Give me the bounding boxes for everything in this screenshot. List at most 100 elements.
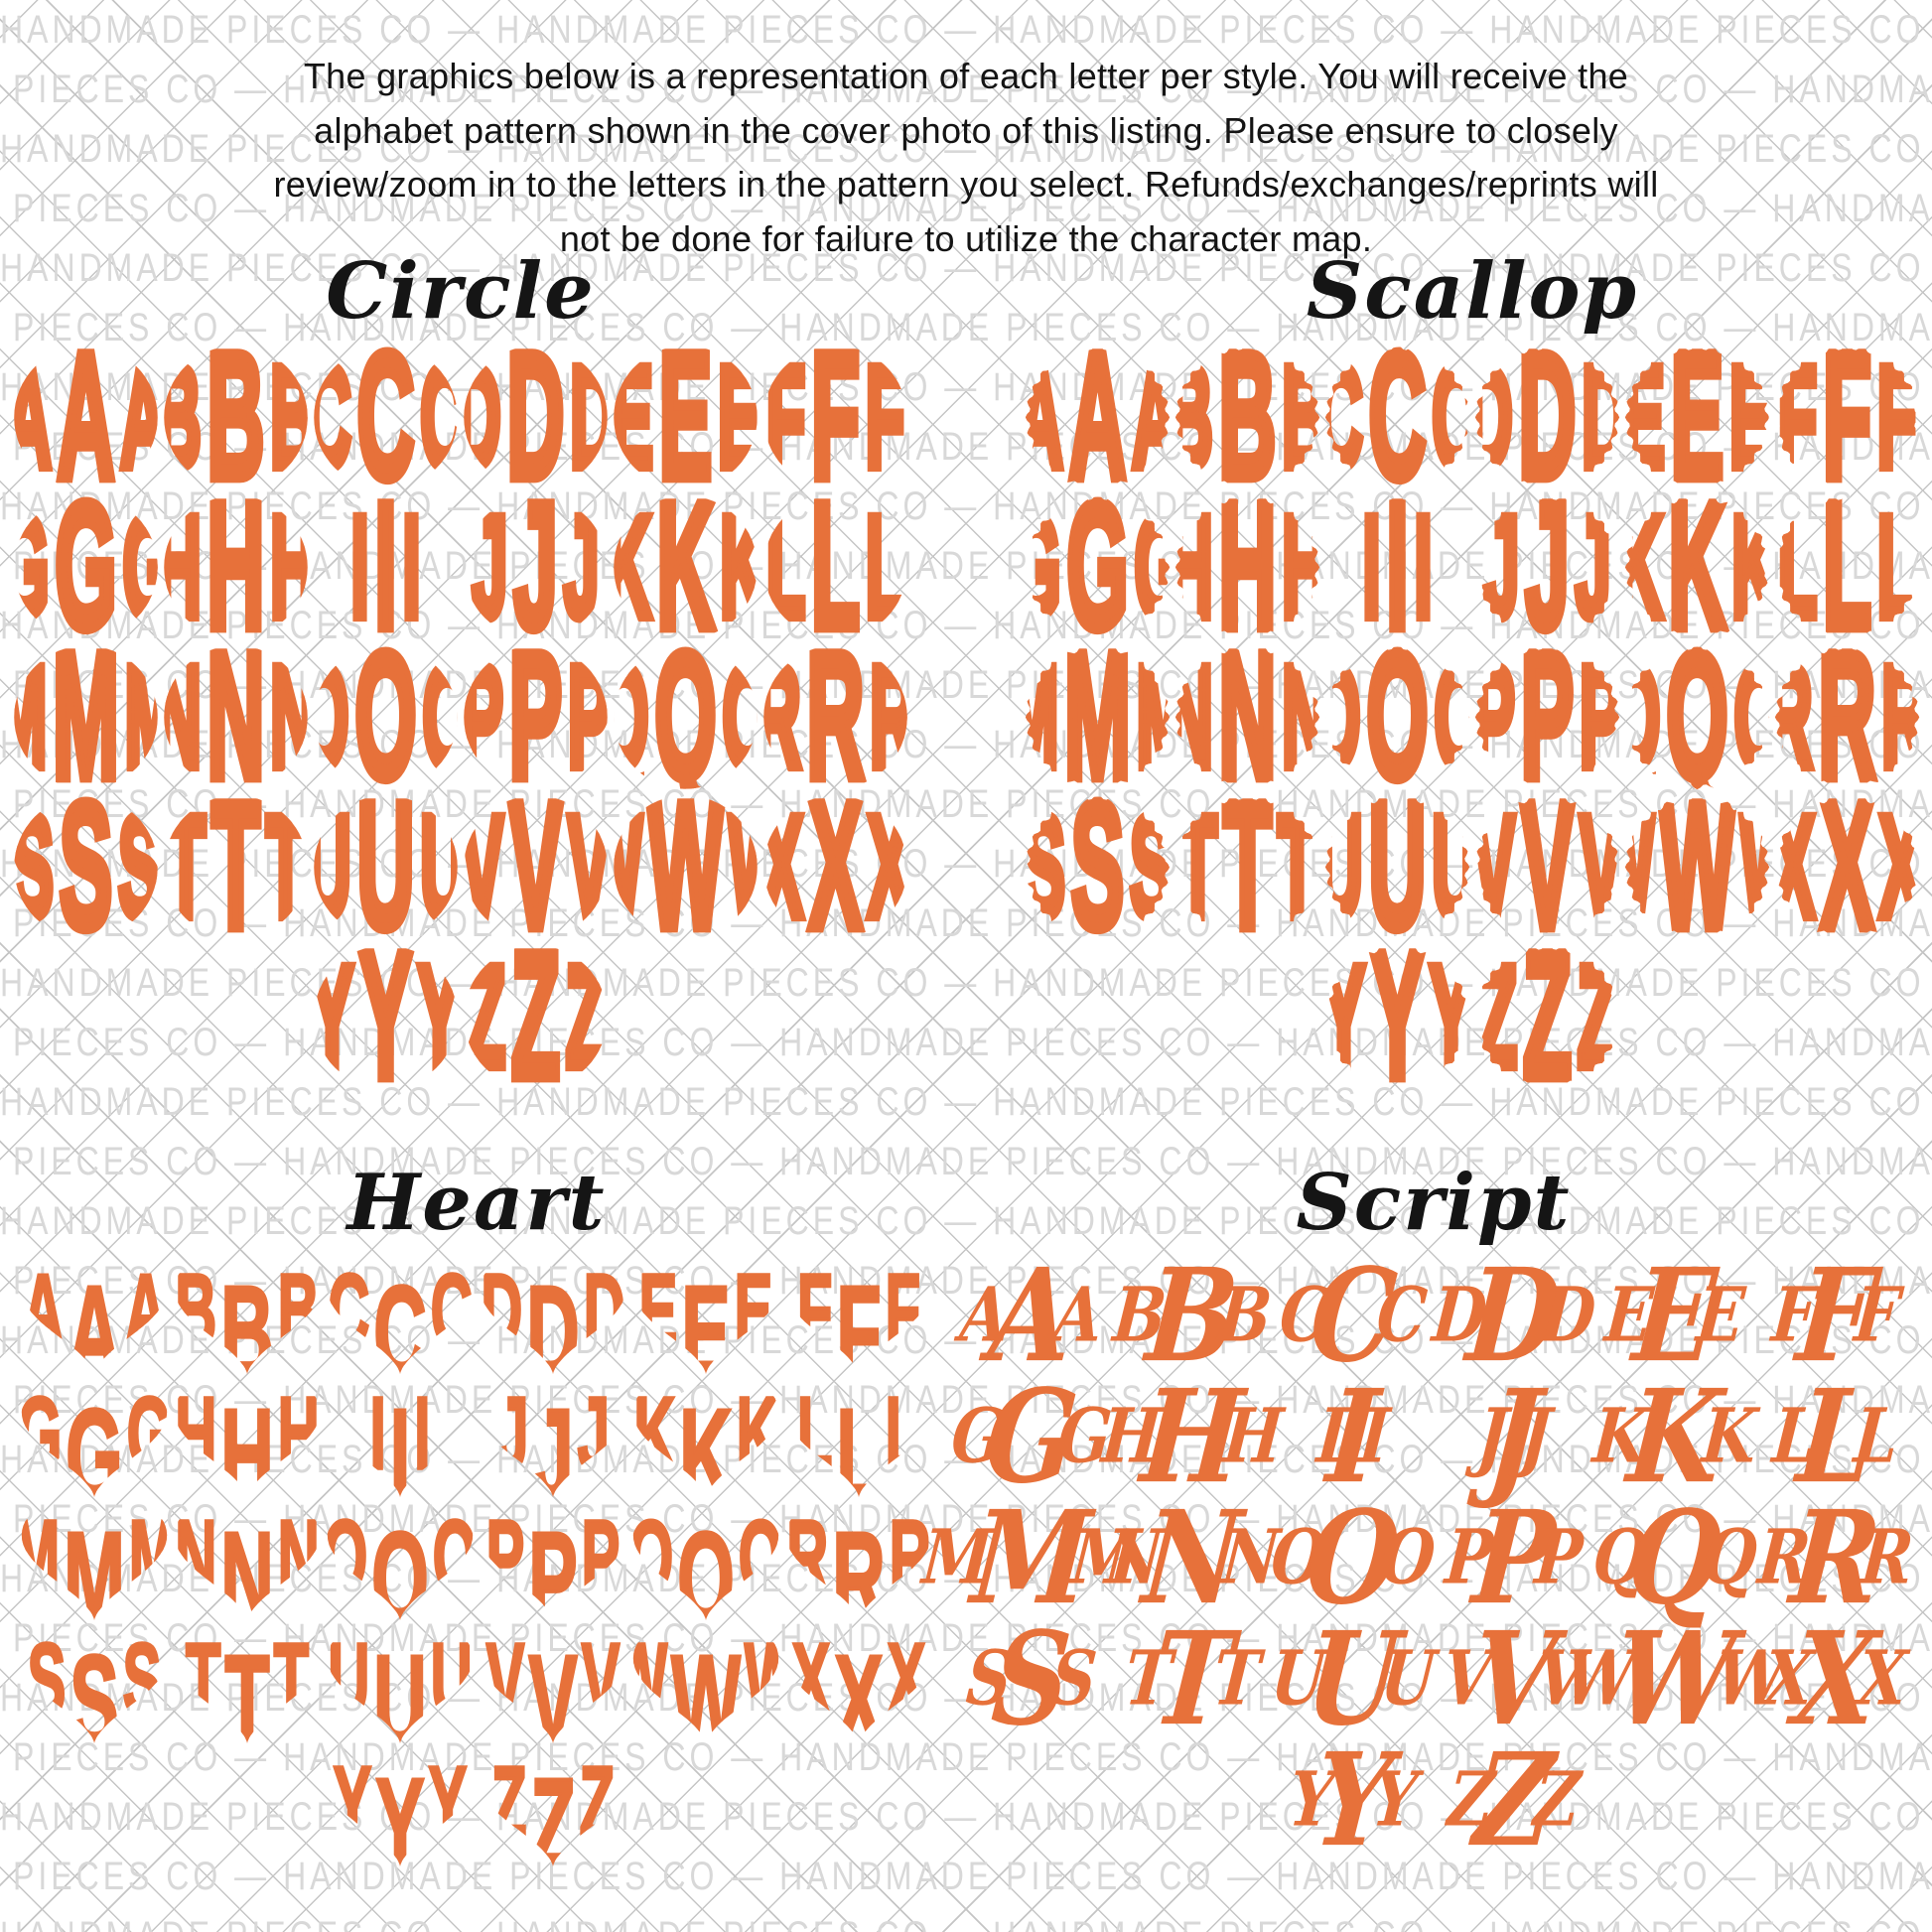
monogram-letter: L — [809, 494, 863, 640]
monogram-letter: T — [1275, 794, 1318, 940]
monogram-letters: DDD — [1475, 345, 1619, 490]
monogram-letter: L — [835, 1382, 882, 1499]
monogram-letter: C — [1373, 1271, 1431, 1360]
monogram-letter: D — [1538, 1271, 1599, 1360]
monogram-letter: K — [633, 1379, 676, 1492]
monogram-letter: R — [1775, 645, 1815, 789]
monogram-letter: J — [1573, 494, 1613, 640]
monogram-heart-m: MMM — [22, 1503, 167, 1620]
monogram-letters: GGG — [14, 494, 158, 640]
monogram-scallop-k: KKK — [1625, 495, 1769, 639]
monogram-letter: T — [263, 794, 307, 940]
section-title-scallop: Scallop — [1306, 246, 1639, 337]
monogram-letter: H — [205, 494, 267, 640]
monogram-letter: Q — [1625, 645, 1663, 789]
monogram-letter: F — [763, 345, 807, 490]
monogram-letters: QQQ — [614, 645, 758, 789]
monogram-circle-d: DDD — [464, 345, 608, 490]
monogram-letter: Z — [490, 1748, 527, 1862]
monogram-circle-h: HHH — [164, 494, 308, 640]
monogram-letter: D — [525, 1259, 580, 1376]
monogram-letter: U — [430, 1625, 473, 1738]
monogram-letter: E — [638, 1256, 679, 1369]
monogram-letter: E — [1668, 345, 1725, 490]
monogram-letter: X — [1774, 794, 1818, 940]
monogram-scallop-r: RRR — [1775, 645, 1919, 789]
monogram-letter: S — [1128, 794, 1171, 940]
monogram-letter: D — [1516, 345, 1579, 490]
monogram-letter: I — [1360, 494, 1383, 640]
monogram-letter: G — [126, 1379, 169, 1492]
monogram-letter: M — [22, 1504, 61, 1610]
monogram-letters: CCC — [1325, 345, 1469, 489]
monogram-letter: K — [718, 495, 758, 639]
monogram-letter: A — [14, 345, 54, 489]
monogram-letter: G — [120, 495, 158, 639]
watermark-row: HANDMADE PIECES CO — HANDMADE PIECES CO … — [0, 1906, 1932, 1932]
section-scallop: ScallopAAABBBCCCDDDEEEFFFGGGHHHIIIJJJKKK… — [1021, 248, 1924, 1089]
monogram-scallop-n: NNN — [1175, 645, 1319, 789]
monogram-letter: S — [1025, 794, 1068, 940]
monogram-letter: W — [1657, 794, 1736, 940]
monogram-letter: J — [1517, 1392, 1555, 1481]
monogram-grid-heart: AAABBBCCCDDDEEEFFFGGGHHHIIIJJJKKKLLLMMMN… — [8, 1256, 945, 1867]
monogram-letter: N — [1280, 645, 1319, 789]
monogram-letter: O — [1377, 1513, 1440, 1602]
monogram-letter: G — [53, 494, 119, 640]
monogram-letter: X — [866, 794, 908, 940]
monogram-letter: I — [389, 1382, 412, 1499]
monogram-grid-circle: AAABBBCCCDDDEEEFFFGGGHHHIIIJJJKKKLLLMMMN… — [8, 345, 913, 1089]
monogram-letter: U — [354, 794, 417, 940]
monogram-letter: D — [504, 345, 567, 490]
monogram-letter: O — [1325, 645, 1363, 789]
monogram-letter: S — [27, 1625, 68, 1738]
monogram-letter: H — [277, 1379, 320, 1492]
monogram-letter: T — [209, 794, 263, 940]
monogram-letter: H — [1175, 495, 1215, 639]
monogram-letter: U — [314, 795, 353, 939]
monogram-letter: B — [268, 345, 308, 489]
monogram-letters: OOO — [314, 645, 458, 789]
monogram-letter: L — [763, 494, 807, 640]
monogram-letter: S — [122, 1625, 163, 1738]
monogram-letter: O — [370, 1505, 430, 1622]
monogram-letter: N — [277, 1502, 320, 1615]
monogram-letter: P — [581, 1502, 621, 1615]
